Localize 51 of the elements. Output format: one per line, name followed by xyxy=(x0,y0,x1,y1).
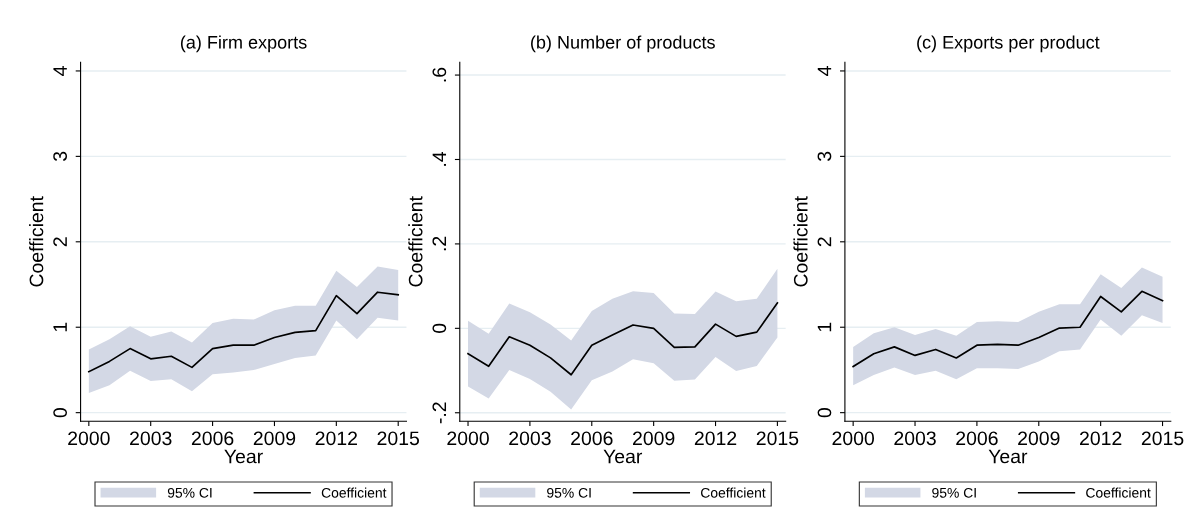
y-tick-label: 1 xyxy=(817,322,832,332)
text: 95% CI xyxy=(932,487,976,498)
x-tick-label: 2003 xyxy=(130,431,172,446)
x-tick-label: 2009 xyxy=(1018,431,1060,446)
x-tick-label: 2006 xyxy=(191,431,234,446)
chart-title: (a) Firm exports xyxy=(180,35,307,53)
y-tick-label: 4 xyxy=(817,66,832,76)
legend-label: Coefficient xyxy=(321,487,387,498)
x-axis-title: Year xyxy=(988,449,1028,464)
x-tick-label: 2015 xyxy=(756,431,799,446)
x-tick-label: 2012 xyxy=(315,431,357,446)
x-axis-title: Year xyxy=(224,449,263,464)
line-series xyxy=(467,302,779,376)
x-tick-label: 2009 xyxy=(253,431,296,446)
x-tick-label: 2012 xyxy=(1080,431,1122,446)
x-tick-label: 2006 xyxy=(956,431,998,446)
x-tick-label: 2003 xyxy=(509,431,551,446)
line-series xyxy=(852,290,1164,368)
y-tick-label: 4 xyxy=(53,66,67,76)
x-tick-label: 2003 xyxy=(894,431,936,446)
y-axis-title: Coefficient xyxy=(408,196,423,287)
x-tick-label: 2015 xyxy=(1141,431,1184,446)
y-tick-label: 0 xyxy=(817,408,832,418)
x-tick-label: 2012 xyxy=(694,431,737,446)
text: 95% CI xyxy=(547,487,591,498)
x-tick-label: 2000 xyxy=(832,431,875,446)
y-tick-label: 3 xyxy=(53,151,68,162)
y-tick-label: 1 xyxy=(53,322,67,332)
x-axis-title: Year xyxy=(603,449,643,464)
y-tick-label: .4 xyxy=(432,151,447,166)
x-tick-label: 2015 xyxy=(377,431,420,446)
y-tick-label: 3 xyxy=(817,151,832,162)
y-tick-label: 0 xyxy=(432,323,447,333)
y-tick-label: -.2 xyxy=(432,402,447,424)
x-tick-label: 2000 xyxy=(447,431,489,446)
line-series xyxy=(87,291,400,373)
legend-label: Coefficient xyxy=(701,487,766,498)
y-tick-label: 0 xyxy=(53,408,68,418)
x-tick-label: 2009 xyxy=(633,431,675,446)
y-tick-label: 2 xyxy=(817,237,832,247)
y-axis-title: Coefficient xyxy=(793,196,808,287)
text: 95% CI xyxy=(167,487,212,498)
y-tick-label: 2 xyxy=(53,237,67,247)
chart-title: (c) Exports per product xyxy=(917,35,1100,53)
chart-title: (b) Number of products xyxy=(531,35,715,53)
y-tick-label: .6 xyxy=(432,67,447,82)
y-axis-title: Coefficient xyxy=(29,196,44,287)
legend-label: Coefficient xyxy=(1086,487,1151,498)
x-tick-label: 2006 xyxy=(571,431,613,446)
x-tick-label: 2000 xyxy=(68,431,110,446)
y-tick-label: .2 xyxy=(432,236,447,251)
